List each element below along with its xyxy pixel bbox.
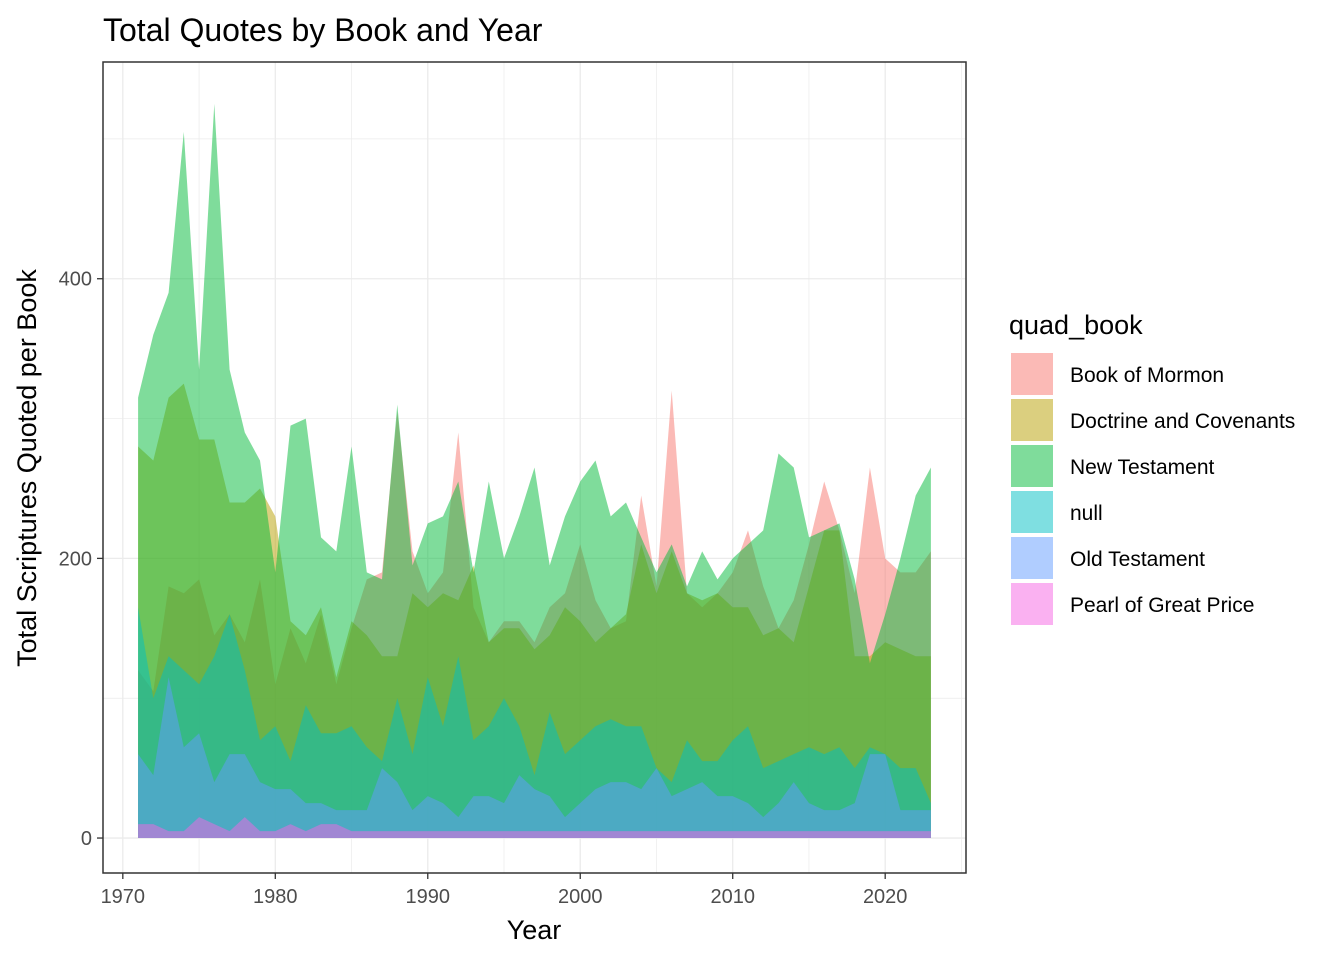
- x-axis-title: Year: [507, 915, 562, 945]
- legend: quad_book Book of Mormon Doctrine and Cov…: [1009, 310, 1295, 626]
- legend-label: null: [1070, 502, 1103, 525]
- y-axis: 0 200 400: [59, 269, 103, 850]
- plot-panel: [102, 61, 967, 874]
- x-tick-label: 1990: [406, 886, 451, 908]
- area-new-testament: [138, 103, 931, 839]
- legend-swatch-pearl-of-great-price: [1011, 583, 1053, 625]
- y-tick-label: 200: [59, 548, 92, 570]
- legend-label: Book of Mormon: [1070, 364, 1224, 387]
- legend-title: quad_book: [1009, 310, 1143, 340]
- x-tick-label: 2020: [863, 886, 908, 908]
- x-tick-label: 1980: [253, 886, 298, 908]
- area-pearl-of-great-price: [138, 817, 931, 839]
- area-old-testament: [138, 677, 931, 839]
- area-null: [138, 607, 931, 839]
- legend-items: Book of Mormon Doctrine and Covenants New …: [1010, 352, 1295, 626]
- x-tick-label: 2010: [710, 886, 755, 908]
- y-tick-label: 400: [59, 269, 92, 291]
- legend-label: Old Testament: [1070, 548, 1205, 571]
- legend-swatch-old-testament: [1011, 537, 1053, 579]
- legend-label: Pearl of Great Price: [1070, 594, 1254, 617]
- legend-swatch-doctrine-and-covenants: [1011, 399, 1053, 441]
- x-tick-label: 2000: [558, 886, 603, 908]
- y-tick-label: 0: [81, 828, 92, 850]
- legend-swatch-new-testament: [1011, 445, 1053, 487]
- x-tick-label: 1970: [101, 886, 146, 908]
- legend-swatch-book-of-mormon: [1011, 353, 1053, 395]
- legend-label: New Testament: [1070, 456, 1215, 479]
- chart-title: Total Quotes by Book and Year: [103, 12, 543, 48]
- area-layers: [138, 103, 931, 839]
- panel-border: [102, 61, 967, 874]
- legend-label: Doctrine and Covenants: [1070, 410, 1295, 433]
- x-axis: 1970 1980 1990 2000 2010 2020: [101, 873, 908, 908]
- legend-swatch-null: [1011, 491, 1053, 533]
- y-axis-title: Total Scriptures Quoted per Book: [12, 269, 42, 667]
